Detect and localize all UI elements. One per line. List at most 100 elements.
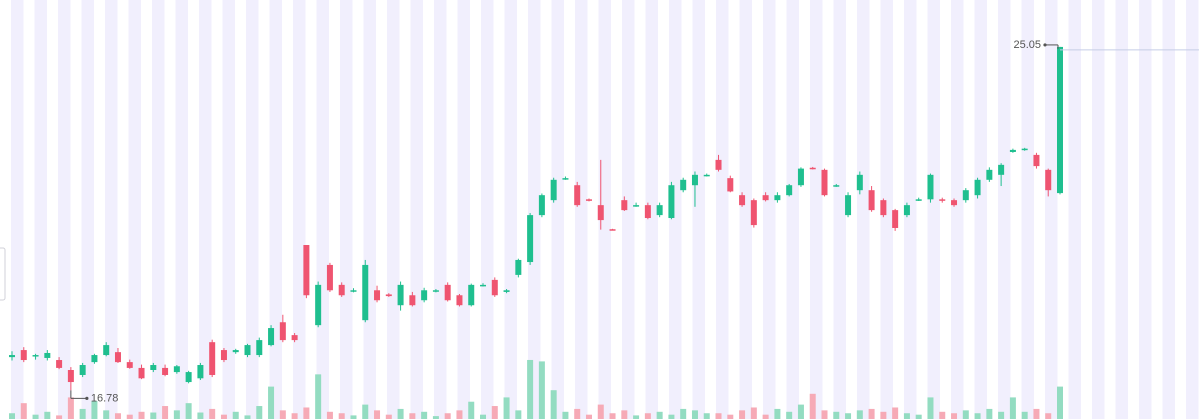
volume-bar (1033, 408, 1040, 419)
candle-body (762, 195, 769, 201)
volume-bar (633, 415, 640, 419)
candle-body (585, 199, 592, 201)
volume-bar (927, 397, 934, 419)
candle-body (197, 365, 204, 379)
candle-body (951, 200, 958, 206)
candle-body (67, 369, 74, 383)
candle-body (326, 264, 333, 291)
volume-bar (279, 410, 286, 419)
volume-bar (173, 410, 180, 419)
volume-bar (326, 411, 333, 419)
candle-body (279, 322, 286, 341)
volume-bar (550, 390, 557, 419)
candle-body (574, 185, 581, 206)
candle-body (656, 205, 663, 216)
volume-bar (527, 359, 534, 419)
volume-bar (892, 407, 899, 419)
volume-bar (715, 413, 722, 419)
volume-bar (856, 410, 863, 419)
candle-body (550, 179, 557, 201)
volume-bar (44, 411, 51, 419)
candle-body (315, 284, 322, 326)
candle-body (503, 290, 510, 292)
volume-bar (809, 393, 816, 419)
volume-bar (480, 414, 487, 419)
candle-body (103, 345, 110, 356)
candle-body (244, 345, 251, 356)
candle-body (644, 205, 651, 219)
candle-body (892, 210, 899, 228)
volume-bar (1057, 386, 1063, 419)
volume-bar (833, 411, 840, 419)
volume-bar (845, 413, 852, 419)
candle-body (468, 284, 475, 306)
candle-body (1009, 149, 1016, 152)
candle-body (927, 174, 934, 200)
side-handle[interactable] (0, 247, 6, 301)
volume-bar (220, 414, 227, 419)
volume-bar (79, 408, 86, 419)
candle-body (562, 178, 569, 180)
candle-body (939, 199, 946, 201)
candle-body (750, 200, 757, 226)
candle-body (797, 168, 804, 186)
candle-body (421, 290, 428, 301)
candle-body (432, 290, 439, 292)
candle-body (209, 342, 216, 375)
candle-body (1021, 148, 1028, 151)
volume-bar (421, 411, 428, 419)
volume-bar (680, 408, 687, 419)
volume-bar (67, 397, 74, 419)
candle-body (821, 169, 828, 196)
volume-bar (644, 413, 651, 419)
volume-bar (385, 414, 392, 419)
volume-bar (315, 374, 322, 419)
volume-bar (256, 406, 263, 419)
volume-bar (621, 410, 628, 419)
volume-bar (668, 414, 675, 419)
volume-bar (374, 410, 381, 419)
candle-body (903, 205, 910, 216)
volume-bar (515, 410, 522, 419)
volume-bar (244, 415, 251, 419)
candle-body (1045, 169, 1052, 191)
volume-bar (444, 413, 451, 419)
volume-bar (397, 408, 404, 419)
candle-body (538, 195, 545, 216)
candle-body (915, 199, 922, 201)
volume-bar (503, 397, 510, 419)
candle-body (32, 355, 39, 357)
candle-body (138, 367, 145, 379)
volume-bar (774, 408, 781, 419)
candle-body (9, 355, 15, 358)
candle-body (185, 372, 192, 383)
volume-bar (338, 413, 345, 419)
candle-body (1033, 154, 1040, 167)
min-marker-label: 16.78 (91, 392, 119, 404)
min-marker-dot (85, 396, 89, 400)
volume-bar (880, 411, 887, 419)
candle-body (491, 279, 498, 296)
volume-bar (185, 403, 192, 419)
candle-body (480, 284, 487, 287)
candle-body (56, 360, 63, 368)
volume-bar (797, 404, 804, 419)
candle-body (374, 290, 381, 301)
candle-body (515, 259, 522, 275)
volume-bar (20, 403, 27, 419)
volume-bar (986, 408, 993, 419)
volume-bar (114, 413, 121, 419)
candle-body (220, 350, 227, 361)
candle-body (173, 366, 180, 373)
candle-body (1057, 46, 1063, 194)
volume-bar (762, 414, 769, 419)
volume-bar (974, 413, 981, 419)
volume-bar (703, 413, 710, 419)
volume-bar (939, 411, 946, 419)
volume-bar (821, 410, 828, 419)
candle-body (998, 164, 1005, 175)
candle-body (668, 185, 675, 219)
candle-body (691, 174, 698, 186)
volume-bar (9, 413, 15, 419)
